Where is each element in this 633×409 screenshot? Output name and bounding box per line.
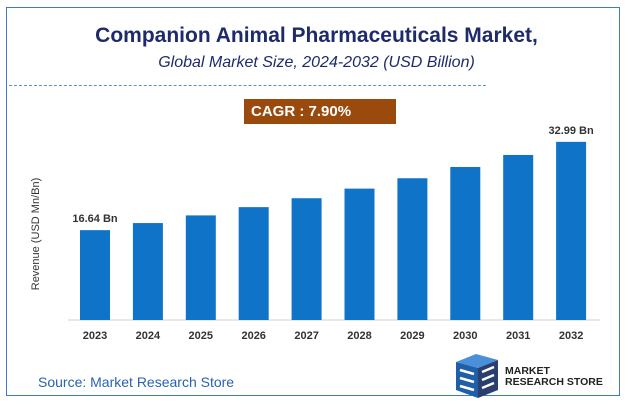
logo-text: MARKET RESEARCH STORE: [505, 365, 603, 388]
bar-2031: [503, 154, 534, 320]
cagr-badge: CAGR : 7.90%: [244, 99, 396, 124]
data-label: 16.64 Bn: [72, 213, 118, 225]
chart-title: Companion Animal Pharmaceuticals Market,: [95, 24, 538, 47]
x-tick-label: 2024: [136, 330, 161, 342]
x-tick-label: 2028: [347, 330, 371, 342]
divider: [9, 85, 486, 86]
x-tick-label: 2026: [241, 330, 265, 342]
x-tick-label: 2031: [506, 330, 530, 342]
bar-2024: [132, 223, 163, 320]
bar-2030: [450, 167, 481, 320]
bar-2032: [556, 141, 587, 320]
chart-subtitle: Global Market Size, 2024-2032 (USD Billi…: [158, 54, 475, 71]
x-tick-label: 2030: [453, 330, 477, 342]
bar-2027: [291, 198, 322, 320]
chart-frame: [6, 7, 620, 396]
bar-2029: [397, 178, 428, 320]
x-tick-label: 2027: [294, 330, 318, 342]
x-tick-label: 2029: [400, 330, 424, 342]
x-tick-label: 2023: [83, 330, 107, 342]
market-research-store-logo-icon: [456, 354, 498, 398]
x-tick-label: 2032: [559, 330, 583, 342]
bar-2028: [344, 188, 375, 320]
x-tick-label: 2025: [189, 330, 213, 342]
bar-2026: [238, 207, 269, 320]
bar-2025: [185, 215, 216, 320]
data-label: 32.99 Bn: [548, 125, 594, 137]
bar-2023: [80, 230, 110, 320]
source-note: Source: Market Research Store: [38, 374, 235, 390]
y-axis-label: Revenue (USD Mn/Bn): [30, 178, 42, 291]
